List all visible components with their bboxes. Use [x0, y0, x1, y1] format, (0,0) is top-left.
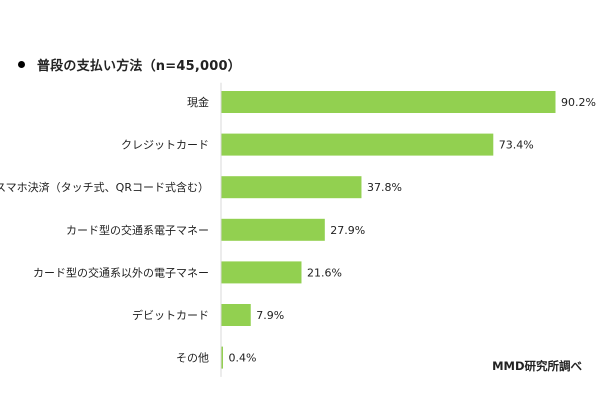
data-label: 7.9% [256, 309, 284, 322]
chart-title-row: 普段の支払い方法（n=45,000） [18, 55, 241, 74]
category-label: デビットカード [132, 308, 209, 322]
source-note: MMD研究所調べ [492, 359, 582, 373]
data-label: 0.4% [228, 352, 256, 365]
data-label: 90.2% [561, 96, 596, 109]
chart-title: 普段の支払い方法（n=45,000） [37, 59, 241, 74]
category-label: その他 [176, 352, 209, 365]
data-label: 27.9% [330, 224, 365, 237]
category-label: クレジットカード [121, 139, 209, 152]
bar [221, 261, 302, 284]
bar [221, 176, 362, 199]
category-label: スマホ決済（タッチ式、QRコード式含む） [0, 180, 209, 194]
bar [221, 346, 223, 369]
category-label: カード型の交通系以外の電子マネー [33, 265, 209, 279]
category-label: カード型の交通系電子マネー [66, 223, 209, 237]
data-label: 21.6% [307, 266, 342, 279]
bar [221, 304, 251, 326]
bar [221, 218, 325, 241]
category-label: 現金 [187, 95, 209, 109]
bar [221, 133, 494, 156]
bullet-icon [18, 61, 25, 68]
data-label: 37.8% [367, 181, 402, 194]
data-label: 73.4% [499, 139, 534, 152]
bar [221, 91, 556, 113]
